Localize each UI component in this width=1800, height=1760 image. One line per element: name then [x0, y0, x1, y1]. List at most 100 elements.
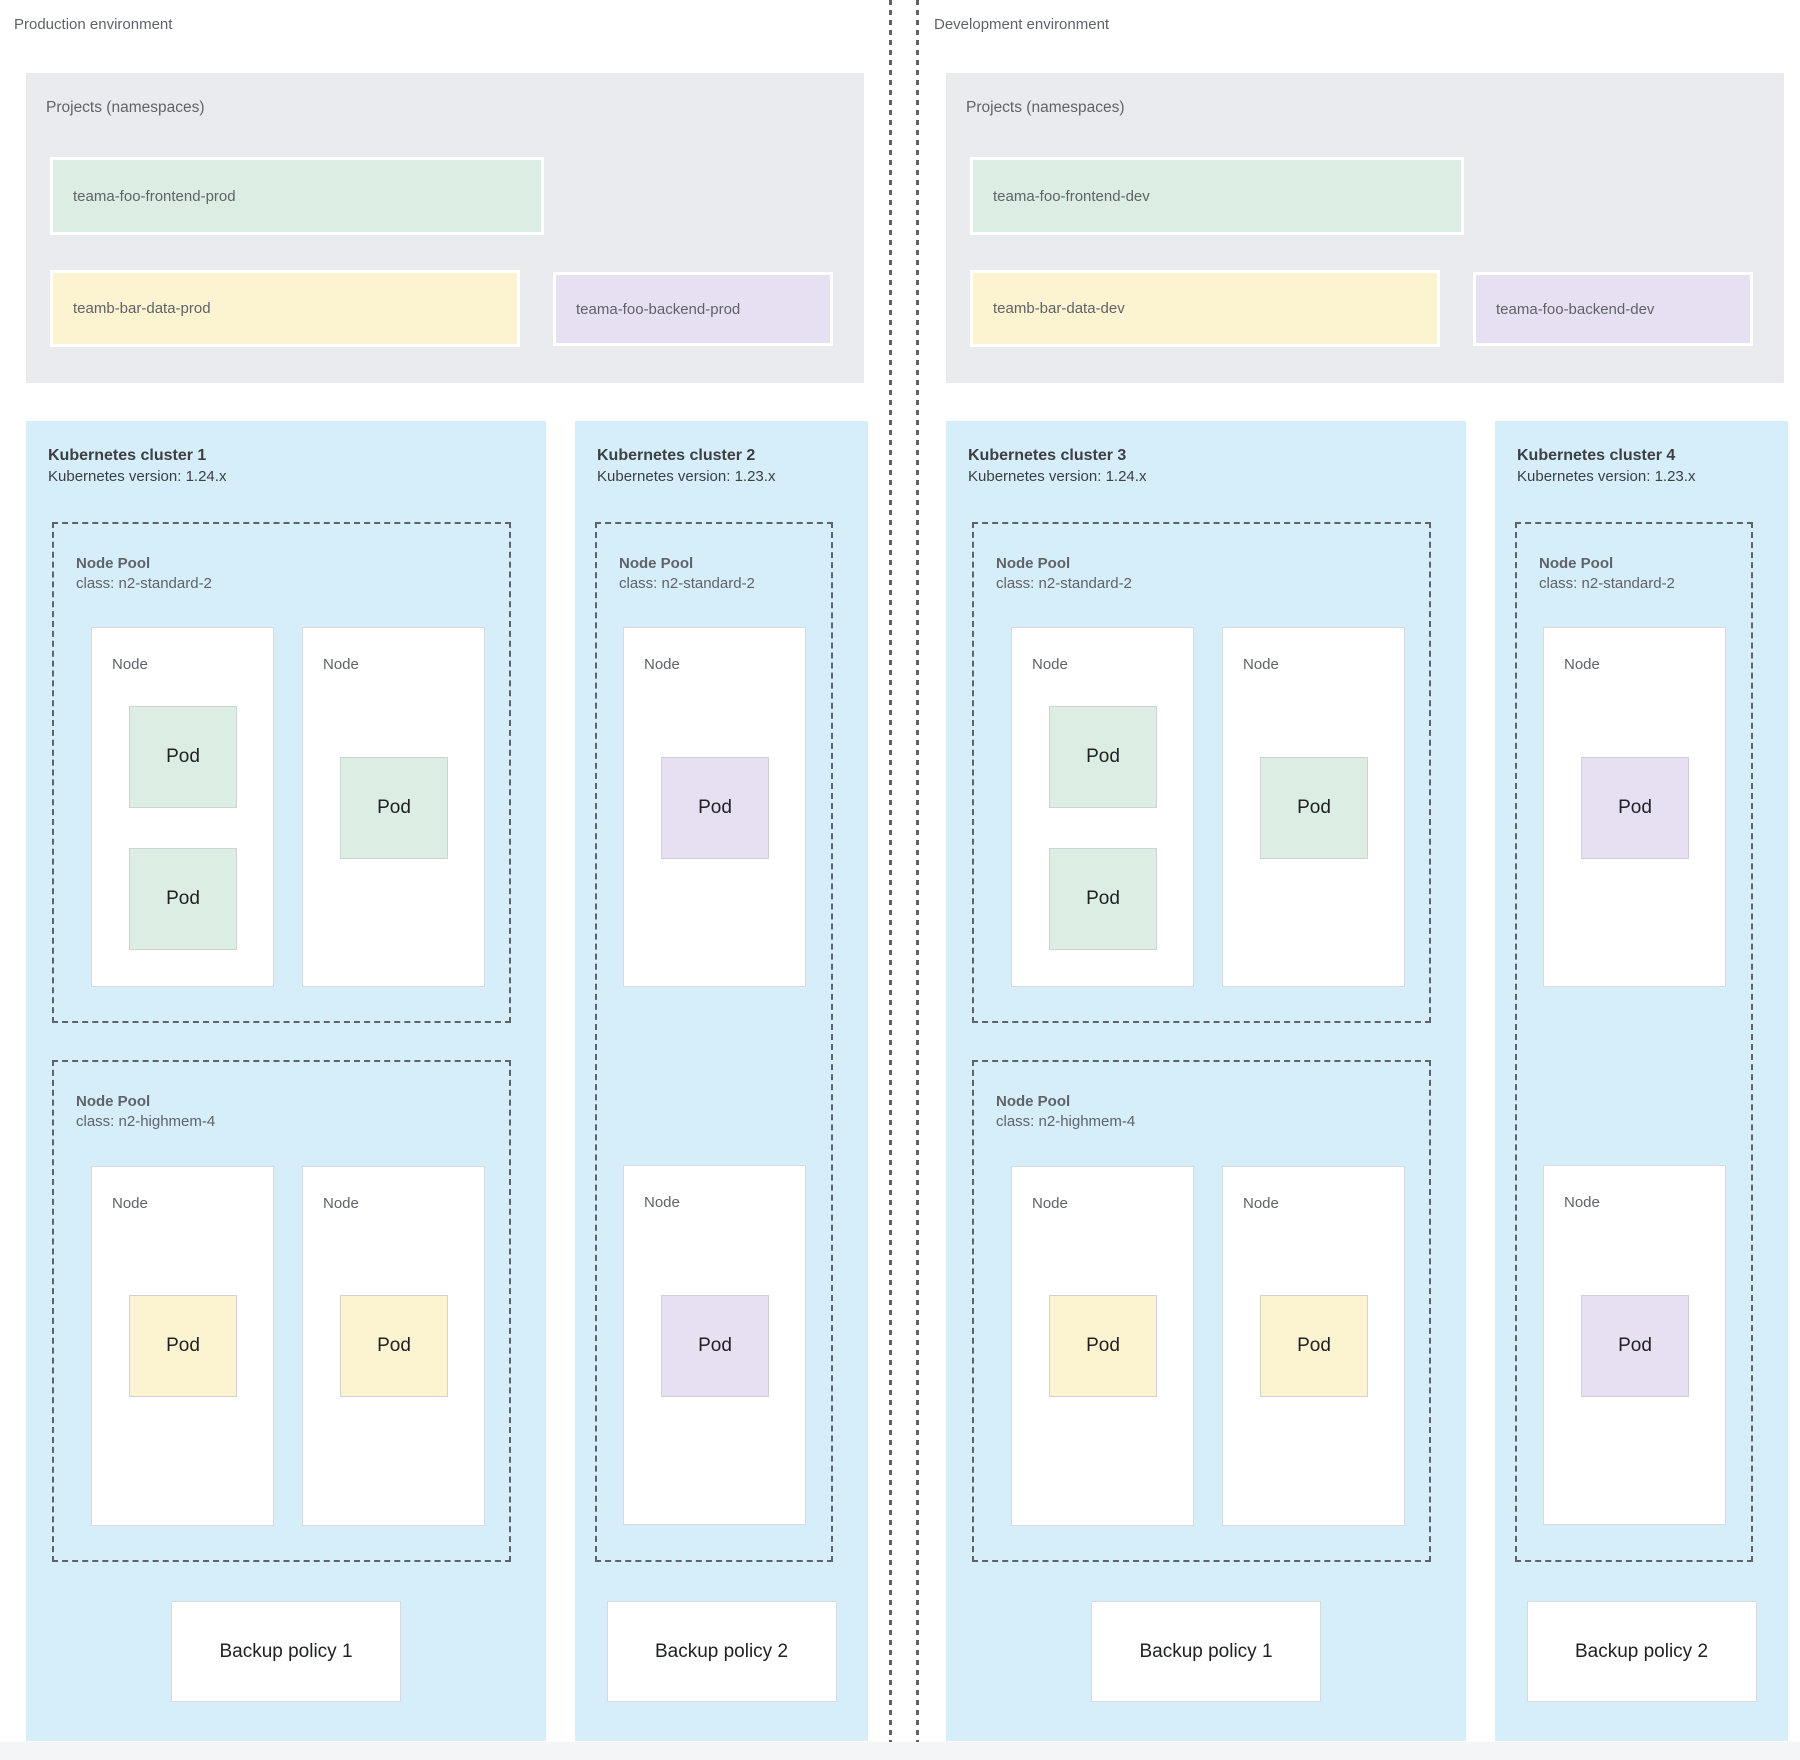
pod-label: Pod: [1086, 1335, 1120, 1356]
cluster-version: Kubernetes version: 1.23.x: [597, 467, 776, 485]
node-label: Node: [323, 656, 359, 673]
node-label: Node: [112, 656, 148, 673]
pod-label: Pod: [1297, 1335, 1331, 1356]
node-pool-title: Node Pool: [996, 1093, 1071, 1110]
development-environment-section: Development environment Projects (namesp…: [920, 0, 1800, 1760]
node-box: Node Pod: [1222, 1166, 1405, 1526]
node-pool-header: Node Pool class: n2-standard-2: [1539, 554, 1675, 595]
pod-box: Pod: [661, 757, 769, 859]
node-pool-header: Node Pool class: n2-standard-2: [619, 554, 755, 595]
backup-policy-label: Backup policy 1: [219, 1640, 353, 1662]
node-pool-header: Node Pool class: n2-standard-2: [76, 554, 212, 595]
pod-label: Pod: [1086, 888, 1120, 909]
environment-label: Development environment: [934, 16, 1110, 33]
kubernetes-cluster-3-box: Kubernetes cluster 3 Kubernetes version:…: [946, 421, 1466, 1741]
kubernetes-cluster-1-box: Kubernetes cluster 1 Kubernetes version:…: [26, 421, 546, 1741]
node-pool-highmem: Node Pool class: n2-highmem-4 Node Pod N…: [972, 1060, 1431, 1562]
namespace-label: teamb-bar-data-prod: [73, 300, 211, 317]
node-pool-header: Node Pool class: n2-highmem-4: [996, 1092, 1135, 1133]
cluster-header: Kubernetes cluster 3 Kubernetes version:…: [968, 445, 1146, 487]
node-box: Node Pod: [91, 1166, 274, 1526]
node-box: Node Pod Pod: [91, 627, 274, 987]
backup-policy-label: Backup policy 2: [654, 1640, 789, 1662]
node-label: Node: [644, 656, 680, 673]
node-pool-class: class: n2-highmem-4: [76, 1113, 216, 1131]
namespace-label: teama-foo-backend-prod: [576, 300, 741, 318]
node-label: Node: [1243, 656, 1279, 673]
node-pool-title: Node Pool: [76, 555, 151, 572]
pod-label: Pod: [698, 797, 732, 818]
node-box: Node Pod Pod: [1011, 627, 1194, 987]
node-box: Node Pod: [302, 1166, 485, 1526]
pod-label: Pod: [698, 1335, 732, 1356]
node-pool-header: Node Pool class: n2-standard-2: [996, 554, 1132, 595]
namespace-chip-data: teamb-bar-data-dev: [970, 270, 1440, 347]
cluster-title: Kubernetes cluster 4: [1517, 447, 1676, 464]
projects-title: Projects (namespaces): [966, 99, 1125, 116]
backup-policy-label: Backup policy 2: [1574, 1640, 1709, 1662]
node-pool-class: class: n2-standard-2: [996, 575, 1132, 593]
cluster-version: Kubernetes version: 1.24.x: [48, 467, 227, 485]
node-pool-standard: Node Pool class: n2-standard-2 Node Pod …: [972, 522, 1431, 1023]
bottom-edge-strip: [0, 1742, 1800, 1760]
node-pool-standard: Node Pool class: n2-standard-2 Node Pod …: [52, 522, 511, 1023]
cluster-header: Kubernetes cluster 4 Kubernetes version:…: [1517, 445, 1695, 487]
cluster-header: Kubernetes cluster 2 Kubernetes version:…: [597, 445, 775, 487]
pod-label: Pod: [1618, 1335, 1652, 1356]
backup-policy-box: Backup policy 1: [1091, 1601, 1321, 1702]
kubernetes-cluster-4-box: Kubernetes cluster 4 Kubernetes version:…: [1495, 421, 1788, 1741]
namespace-label: teamb-bar-data-dev: [993, 300, 1125, 317]
node-pool-class: class: n2-standard-2: [1539, 575, 1675, 593]
node-pool-title: Node Pool: [996, 555, 1071, 572]
cluster-title: Kubernetes cluster 3: [968, 447, 1127, 464]
environment-separator-line: [889, 0, 892, 1760]
cluster-title: Kubernetes cluster 2: [597, 447, 756, 464]
node-pool-highmem: Node Pool class: n2-highmem-4 Node Pod N…: [52, 1060, 511, 1562]
projects-namespaces-box: Projects (namespaces) teama-foo-frontend…: [26, 73, 864, 383]
node-box: Node Pod: [302, 627, 485, 987]
node-pool-title: Node Pool: [1539, 555, 1614, 572]
projects-namespaces-box: Projects (namespaces) teama-foo-frontend…: [946, 73, 1784, 383]
pod-label: Pod: [1297, 797, 1331, 818]
namespace-chip-data: teamb-bar-data-prod: [50, 270, 520, 347]
pod-box: Pod: [1581, 757, 1689, 859]
pod-label: Pod: [377, 797, 411, 818]
pod-label: Pod: [1086, 746, 1120, 767]
backup-policy-box: Backup policy 1: [171, 1601, 401, 1702]
pod-box: Pod: [1049, 1295, 1157, 1397]
node-label: Node: [1564, 656, 1600, 673]
pod-label: Pod: [1618, 797, 1652, 818]
node-box: Node Pod: [1011, 1166, 1194, 1526]
namespace-chip-backend: teama-foo-backend-dev: [1473, 272, 1753, 346]
backup-policy-box: Backup policy 2: [606, 1601, 837, 1702]
node-box: Node Pod: [623, 627, 806, 987]
pod-label: Pod: [166, 888, 200, 909]
node-pool-class: class: n2-highmem-4: [996, 1113, 1136, 1131]
node-label: Node: [1032, 656, 1068, 673]
namespace-label: teama-foo-frontend-prod: [73, 187, 236, 205]
pod-box: Pod: [129, 706, 237, 808]
cluster-title: Kubernetes cluster 1: [48, 447, 207, 464]
pod-box: Pod: [340, 757, 448, 859]
namespace-label: teama-foo-backend-dev: [1496, 300, 1655, 318]
cluster-version: Kubernetes version: 1.23.x: [1517, 467, 1696, 485]
environment-separator-line: [916, 0, 919, 1760]
backup-policy-box: Backup policy 2: [1526, 1601, 1757, 1702]
pod-box: Pod: [340, 1295, 448, 1397]
node-box: Node Pod: [1543, 1165, 1726, 1525]
node-label: Node: [323, 1195, 359, 1212]
backup-policy-label: Backup policy 1: [1139, 1640, 1273, 1662]
node-pool-class: class: n2-standard-2: [619, 575, 755, 593]
node-label: Node: [1243, 1195, 1279, 1212]
namespace-label: teama-foo-frontend-dev: [993, 187, 1150, 205]
pod-label: Pod: [377, 1335, 411, 1356]
cluster-version: Kubernetes version: 1.24.x: [968, 467, 1147, 485]
pod-box: Pod: [1260, 1295, 1368, 1397]
node-box: Node Pod: [1222, 627, 1405, 987]
pod-label: Pod: [166, 746, 200, 767]
node-pool-header: Node Pool class: n2-highmem-4: [76, 1092, 215, 1133]
pod-label: Pod: [166, 1335, 200, 1356]
pod-box: Pod: [1260, 757, 1368, 859]
node-label: Node: [644, 1194, 680, 1211]
pod-box: Pod: [661, 1295, 769, 1397]
